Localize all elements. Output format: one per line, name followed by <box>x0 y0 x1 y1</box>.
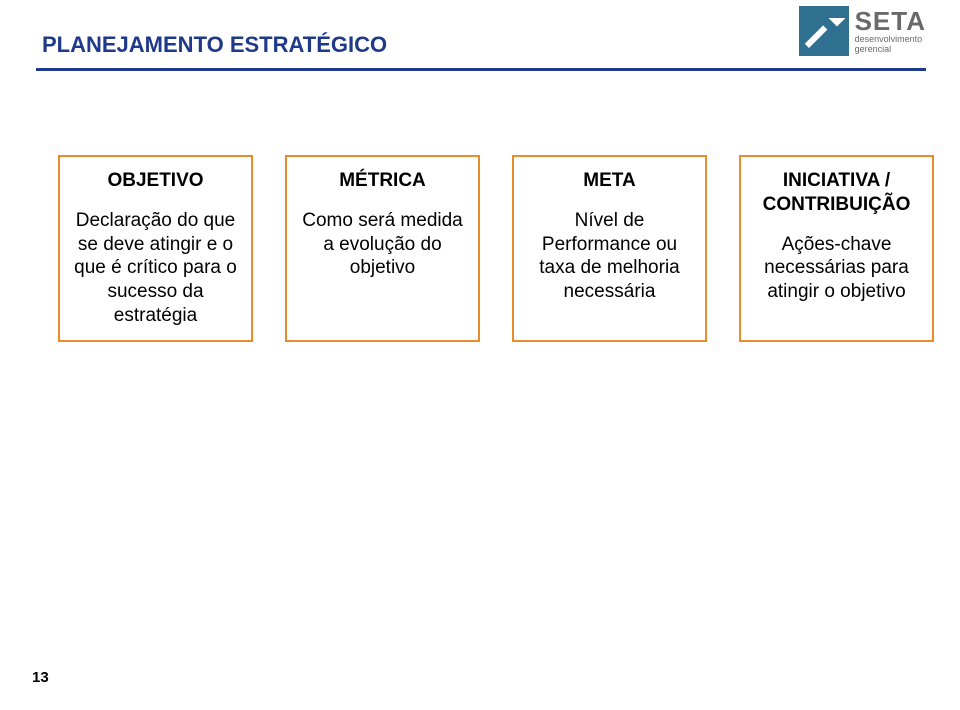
page-title: PLANEJAMENTO ESTRATÉGICO <box>42 32 387 58</box>
card-heading: INICIATIVA / CONTRIBUIÇÃO <box>751 169 922 217</box>
page-number: 13 <box>32 669 49 686</box>
title-underline <box>36 68 926 71</box>
card-metrica: MÉTRICA Como será medida a evolução do o… <box>285 155 480 342</box>
card-heading: META <box>524 169 695 193</box>
brand-tagline-2: gerencial <box>855 45 926 54</box>
card-body: Ações-chave necessárias para atingir o o… <box>751 233 922 304</box>
card-objetivo: OBJETIVO Declaração do que se deve ating… <box>58 155 253 342</box>
arrow-icon <box>799 6 849 56</box>
card-body: Nível de Performance ou taxa de melhoria… <box>524 209 695 304</box>
brand-text: SETA desenvolvimento gerencial <box>855 8 926 54</box>
brand-name: SETA <box>855 8 926 34</box>
card-meta: META Nível de Performance ou taxa de mel… <box>512 155 707 342</box>
card-body: Declaração do que se deve atingir e o qu… <box>70 209 241 328</box>
cards-row: OBJETIVO Declaração do que se deve ating… <box>58 155 934 342</box>
brand-logo: SETA desenvolvimento gerencial <box>799 6 926 56</box>
card-heading: MÉTRICA <box>297 169 468 193</box>
header: PLANEJAMENTO ESTRATÉGICO SETA desenvolvi… <box>0 0 960 90</box>
card-iniciativa: INICIATIVA / CONTRIBUIÇÃO Ações-chave ne… <box>739 155 934 342</box>
brand-tagline-1: desenvolvimento <box>855 35 926 44</box>
card-body: Como será medida a evolução do objetivo <box>297 209 468 280</box>
card-heading: OBJETIVO <box>70 169 241 193</box>
